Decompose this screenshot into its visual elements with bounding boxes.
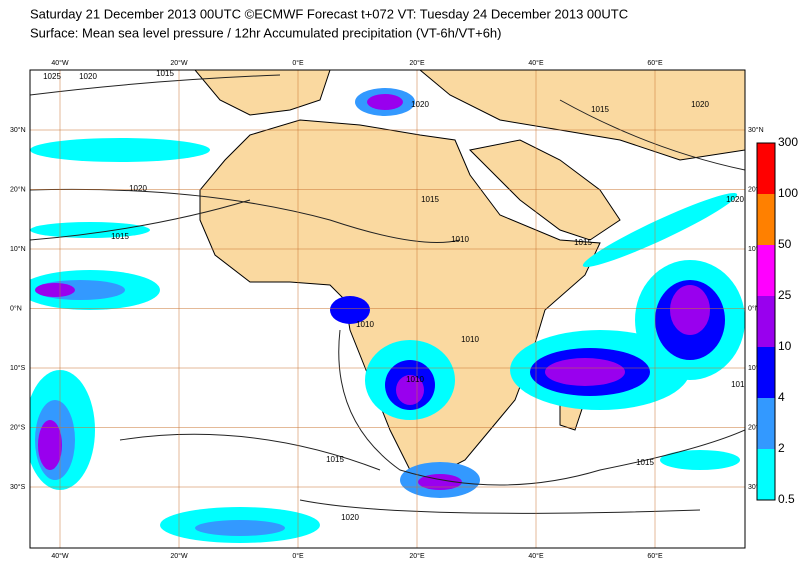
colorbar-segment <box>757 296 775 347</box>
isobar-label: 1015 <box>156 69 174 78</box>
lon-label: 40°E <box>528 59 544 67</box>
colorbar-segment <box>757 194 775 245</box>
isobar-label: 1020 <box>691 100 709 109</box>
lat-label: 10°N <box>748 245 764 253</box>
colorbar-segment <box>757 347 775 398</box>
lat-label: 20°S <box>748 423 764 431</box>
colorbar-segment <box>757 449 775 500</box>
lat-label: 30°N <box>748 126 764 134</box>
lon-label: 0°E <box>292 59 304 67</box>
isobar-label: 1010 <box>451 235 469 244</box>
lat-label: 10°S <box>748 364 764 372</box>
colorbar-frame <box>756 142 776 501</box>
isobar-label: 1015 <box>591 105 609 114</box>
colorbar-label: 25 <box>778 288 792 302</box>
colorbar-label: 2 <box>778 441 785 455</box>
isobar-label: 1020 <box>726 195 744 204</box>
map-area: 1025 1020 1015 1020 1015 1020 1015 1010 1010 1015… <box>30 69 749 548</box>
isobar-label: 1025 <box>43 72 61 81</box>
colorbar-segment <box>757 143 775 194</box>
title-line1: Saturday 21 December 2013 00UTC ©ECMWF F… <box>30 6 628 21</box>
lat-label: 20°S <box>10 423 26 431</box>
isobar-label: 1015 <box>636 458 654 467</box>
isobar-label: 1015 <box>574 238 592 247</box>
title-line2: Surface: Mean sea level pressure / 12hr … <box>30 25 502 40</box>
colorbar-segment <box>757 245 775 296</box>
isobar-label: 1010 <box>461 335 479 344</box>
lon-label: 20°W <box>170 59 188 67</box>
isobar-label: 1020 <box>341 513 359 522</box>
isobar-label: 1015 <box>111 232 129 241</box>
colorbar-segment <box>757 398 775 449</box>
lat-label: 30°N <box>10 126 26 134</box>
isobar-label: 1015 <box>421 195 439 204</box>
lat-label: 0°N <box>10 304 22 312</box>
precipitation <box>30 88 745 543</box>
lon-label: 60°E <box>647 552 663 560</box>
isobar-label: 1010 <box>731 380 749 389</box>
lat-label: 10°N <box>10 245 26 253</box>
lon-label: 40°E <box>528 552 544 560</box>
isobar-label: 1010 <box>406 375 424 384</box>
isobar-label: 1020 <box>411 100 429 109</box>
isobar-label: 1020 <box>79 72 97 81</box>
colorbar-label: 10 <box>778 339 792 353</box>
lon-label: 40°W <box>51 552 69 560</box>
isobar-label: 1020 <box>129 184 147 193</box>
colorbar-label: 300 <box>778 135 798 149</box>
lat-label: 0°N <box>748 304 760 312</box>
lat-label: 30°S <box>748 483 764 491</box>
colorbar-label: 100 <box>778 186 798 200</box>
lat-label: 20°N <box>10 185 26 193</box>
lon-label: 60°E <box>647 59 663 67</box>
lon-label: 20°E <box>409 552 425 560</box>
colorbar-label: 0.5 <box>778 492 795 506</box>
lat-label: 30°S <box>10 483 26 491</box>
lon-label: 40°W <box>51 59 69 67</box>
lon-label: 0°E <box>292 552 304 560</box>
lat-label: 10°S <box>10 364 26 372</box>
lon-label: 20°W <box>170 552 188 560</box>
colorbar-label: 50 <box>778 237 792 251</box>
isobar-label: 1010 <box>356 320 374 329</box>
colorbar-label: 4 <box>778 390 785 404</box>
lat-label: 20°N <box>748 185 764 193</box>
map-frame <box>29 69 746 549</box>
isobar-label: 1015 <box>326 455 344 464</box>
lon-label: 20°E <box>409 59 425 67</box>
